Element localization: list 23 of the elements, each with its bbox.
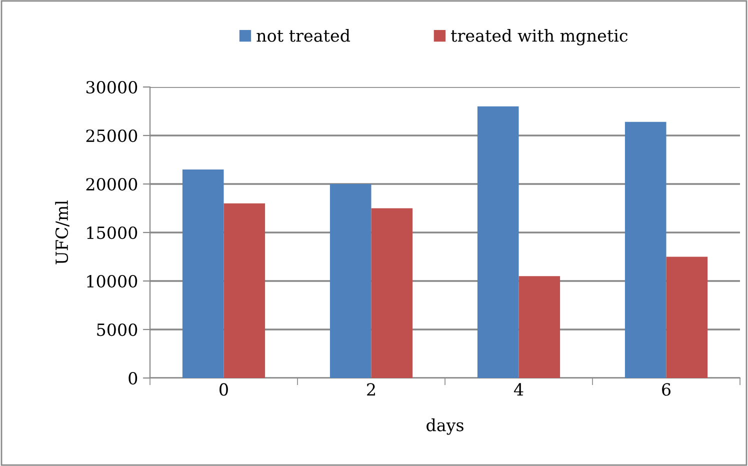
bar xyxy=(666,256,708,378)
bar xyxy=(224,203,266,378)
x-tick-label: 2 xyxy=(367,383,375,396)
y-tick-label: 15000 xyxy=(87,226,138,240)
x-tick-label: 6 xyxy=(662,383,671,396)
x-tick-label: 0 xyxy=(220,383,228,396)
legend-label: not treated xyxy=(256,28,350,42)
y-tick-label: 0 xyxy=(128,372,138,385)
bar xyxy=(182,169,224,378)
x-tick-label: 4 xyxy=(514,383,524,396)
bar xyxy=(624,122,666,378)
y-tick-label: 25000 xyxy=(86,129,138,142)
y-tick-label: 10000 xyxy=(87,274,138,288)
legend-label: treated with mgnetic xyxy=(451,28,628,46)
bar xyxy=(477,106,519,378)
y-axis-title: UFC/ml xyxy=(55,200,70,264)
y-tick-label: 30000 xyxy=(86,80,138,94)
bar xyxy=(371,208,413,378)
x-axis-title: days xyxy=(426,418,464,435)
y-tick-label: 5000 xyxy=(97,323,138,336)
bar xyxy=(330,184,372,378)
bar xyxy=(518,276,560,378)
y-tick-label: 20000 xyxy=(86,178,138,191)
